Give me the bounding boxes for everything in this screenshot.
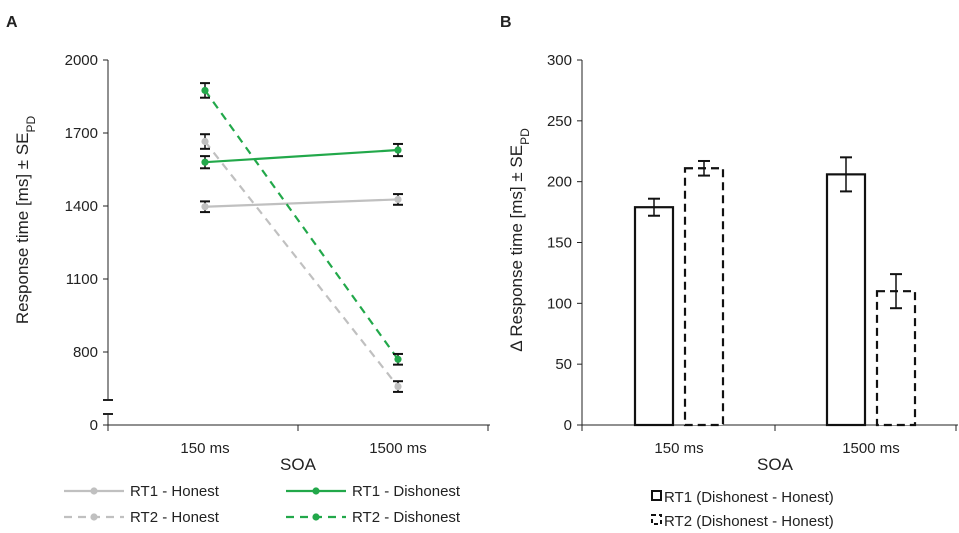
panel-a-series-3	[200, 82, 403, 366]
panel-b-x-axis-title: SOA	[757, 455, 794, 474]
panel-a-legend-swatch-marker	[312, 513, 320, 521]
panel-a-y-axis-title-sub: PD	[24, 115, 38, 132]
panel-a-legend-swatch-marker	[90, 487, 98, 495]
panel-a-series-line	[204, 140, 399, 388]
panel-b-error-bar	[648, 197, 660, 217]
panel-a-axes: 0 800 1100 1400 1700 2000 150 ms 1500 ms	[65, 52, 490, 457]
panel-a-legend-label: RT2 - Dishonest	[352, 509, 461, 526]
panel-b-y-tick-label: 250	[547, 113, 572, 130]
panel-a-data-point	[201, 137, 209, 146]
svg-text:Δ Response time [ms] ± SEPD: Δ Response time [ms] ± SEPD	[507, 128, 532, 352]
panel-a-data-point	[394, 146, 402, 154]
panel-a-line-chart: A 0 800 1100 1400 1700 2000 150 ms 1500 ms Resp…	[6, 14, 490, 526]
panel-b-y-tick-label: 150	[547, 235, 572, 252]
panel-b-bar	[875, 290, 917, 427]
panel-b-legend-item: RT1 (Dishonest - Honest)	[651, 489, 834, 506]
panel-b-error-bar	[698, 159, 710, 177]
panel-a-data-point	[201, 158, 209, 166]
panel-b-letter: B	[500, 14, 512, 31]
panel-b-bar	[633, 206, 675, 427]
panel-b-y-tick-label: 0	[564, 417, 572, 434]
panel-a-series-line	[204, 198, 399, 208]
panel-b-legend: RT1 (Dishonest - Honest) RT2 (Dishonest -…	[651, 489, 834, 530]
panel-a-series-1	[200, 142, 403, 170]
panel-a-x-axis-title: SOA	[280, 455, 317, 474]
panel-b-bar-group	[875, 273, 917, 427]
panel-b-bar-group	[633, 197, 675, 427]
panel-a-series-line	[204, 89, 399, 360]
panel-a-legend: RT1 - Honest RT1 - Dishonest RT2 - Honest R…	[64, 483, 461, 526]
panel-b-y-axis-title-sub: PD	[518, 128, 532, 145]
panel-a-legend-label: RT1 - Honest	[130, 483, 220, 500]
panel-a-y-tick-label: 2000	[65, 52, 98, 69]
panel-a-series-0	[200, 193, 403, 214]
panel-b-y-tick-label: 300	[547, 52, 572, 69]
panel-b-y-tick-label: 100	[547, 295, 572, 312]
panel-a-data-point	[394, 195, 402, 204]
panel-a-x-tick-label: 150 ms	[180, 440, 229, 457]
panel-b-y-axis-title: Δ Response time [ms] ± SEPD	[507, 128, 532, 352]
panel-a-legend-swatch-marker	[312, 487, 320, 495]
panel-b-y-axis-title-main: Δ Response time [ms] ± SE	[507, 145, 526, 352]
panel-a-data-point	[201, 86, 209, 95]
panel-b-bar	[825, 173, 867, 427]
panel-a-legend-label: RT1 - Dishonest	[352, 483, 461, 500]
panel-b-bars	[633, 156, 917, 427]
panel-b-legend-swatch	[651, 514, 662, 525]
panel-b-bar	[683, 167, 725, 427]
svg-text:Response time [ms] ± SEPD: Response time [ms] ± SEPD	[13, 115, 38, 324]
panel-b-bar-chart: B 0 50 100 150 200 250 300 150 ms 1500 ms Δ Resp…	[500, 14, 958, 530]
panel-b-bar-group	[825, 156, 867, 427]
panel-a-y-tick-label: 1100	[66, 271, 98, 288]
panel-a-data-point	[394, 382, 402, 391]
panel-a-series-line	[204, 148, 399, 164]
panel-b-legend-swatch	[651, 490, 662, 501]
panel-a-legend-item: RT1 - Dishonest	[286, 483, 461, 500]
panel-a-y-tick-label: 0	[90, 417, 98, 434]
panel-b-legend-item: RT2 (Dishonest - Honest)	[651, 513, 834, 530]
panel-a-data-point	[201, 203, 209, 211]
panel-b-legend-label: RT1 (Dishonest - Honest)	[664, 489, 834, 506]
panel-b-x-tick-label: 1500 ms	[842, 440, 900, 457]
panel-a-legend-item: RT1 - Honest	[64, 483, 220, 500]
panel-a-y-tick-label: 1400	[65, 198, 98, 215]
panel-a-legend-item: RT2 - Honest	[64, 509, 220, 526]
panel-b-bar-group	[683, 159, 725, 427]
panel-b-error-bar	[840, 156, 852, 193]
panel-a-legend-item: RT2 - Dishonest	[286, 509, 461, 526]
panel-a-letter: A	[6, 14, 18, 31]
panel-a-x-tick-label: 1500 ms	[369, 440, 427, 457]
panel-a-series	[200, 82, 403, 393]
panel-a-data-point	[394, 355, 402, 363]
panel-a-series-2	[200, 133, 403, 393]
panel-b-legend-label: RT2 (Dishonest - Honest)	[664, 513, 834, 530]
panel-a-legend-swatch-marker	[90, 513, 98, 521]
panel-b-x-tick-label: 150 ms	[654, 440, 703, 457]
panel-a-y-axis-title: Response time [ms] ± SEPD	[13, 115, 38, 324]
panel-a-legend-label: RT2 - Honest	[130, 509, 220, 526]
panel-b-y-tick-label: 50	[555, 356, 572, 373]
panel-a-y-tick-label: 1700	[65, 125, 98, 142]
panel-a-y-tick-label: 800	[73, 344, 98, 361]
panel-b-y-tick-label: 200	[547, 174, 572, 191]
panel-b-axes: 0 50 100 150 200 250 300 150 ms 1500 ms	[547, 52, 958, 457]
panel-a-y-axis-title-main: Response time [ms] ± SE	[13, 132, 32, 324]
panel-b-error-bar	[890, 273, 902, 310]
